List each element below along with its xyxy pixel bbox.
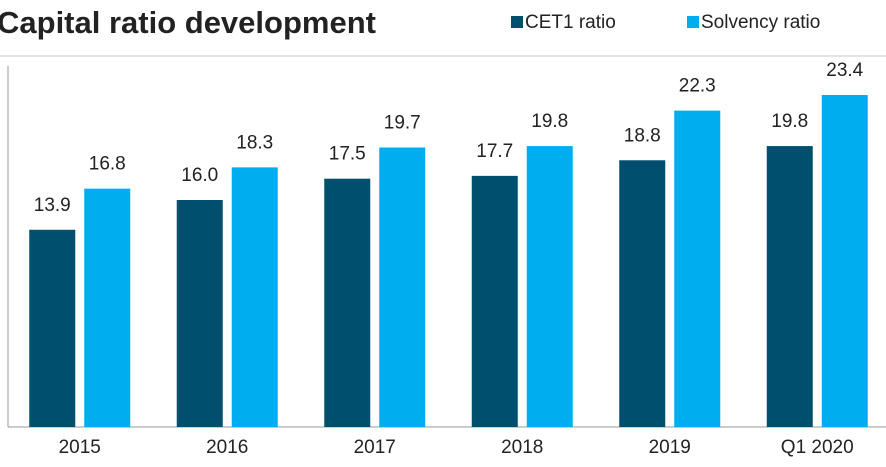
- value-label: 22.3: [679, 76, 716, 97]
- legend-swatch: [687, 16, 699, 28]
- value-label: 23.4: [826, 60, 863, 81]
- bar: [29, 229, 76, 427]
- value-label: 19.8: [531, 111, 568, 132]
- value-label: 13.9: [34, 195, 71, 216]
- x-tick-label: 2018: [501, 437, 543, 458]
- chart-title: Capital ratio development: [0, 5, 376, 40]
- x-tick-label: 2015: [59, 437, 101, 458]
- bar: [766, 146, 813, 428]
- x-tick-label: 2019: [649, 437, 691, 458]
- bar: [379, 147, 426, 427]
- bar: [821, 95, 868, 427]
- value-label: 18.8: [624, 125, 661, 146]
- bar: [231, 167, 278, 427]
- bar: [324, 178, 371, 427]
- x-tick-label: 2017: [354, 437, 396, 458]
- legend-label: Solvency ratio: [701, 12, 820, 33]
- value-label: 17.5: [329, 144, 366, 165]
- value-label: 19.7: [384, 113, 421, 134]
- legend-label: CET1 ratio: [525, 12, 616, 33]
- bar: [84, 188, 131, 427]
- bar: [176, 199, 223, 427]
- bar: [619, 160, 666, 427]
- legend-swatch: [511, 16, 523, 28]
- value-label: 16.8: [89, 154, 126, 175]
- bar: [526, 146, 573, 428]
- bar: [674, 110, 721, 427]
- value-label: 19.8: [771, 111, 808, 132]
- bar: [471, 175, 518, 427]
- value-label: 18.3: [236, 132, 273, 153]
- x-tick-label: Q1 2020: [781, 437, 854, 458]
- value-label: 16.0: [181, 165, 218, 186]
- x-tick-label: 2016: [206, 437, 248, 458]
- value-label: 17.7: [476, 141, 513, 162]
